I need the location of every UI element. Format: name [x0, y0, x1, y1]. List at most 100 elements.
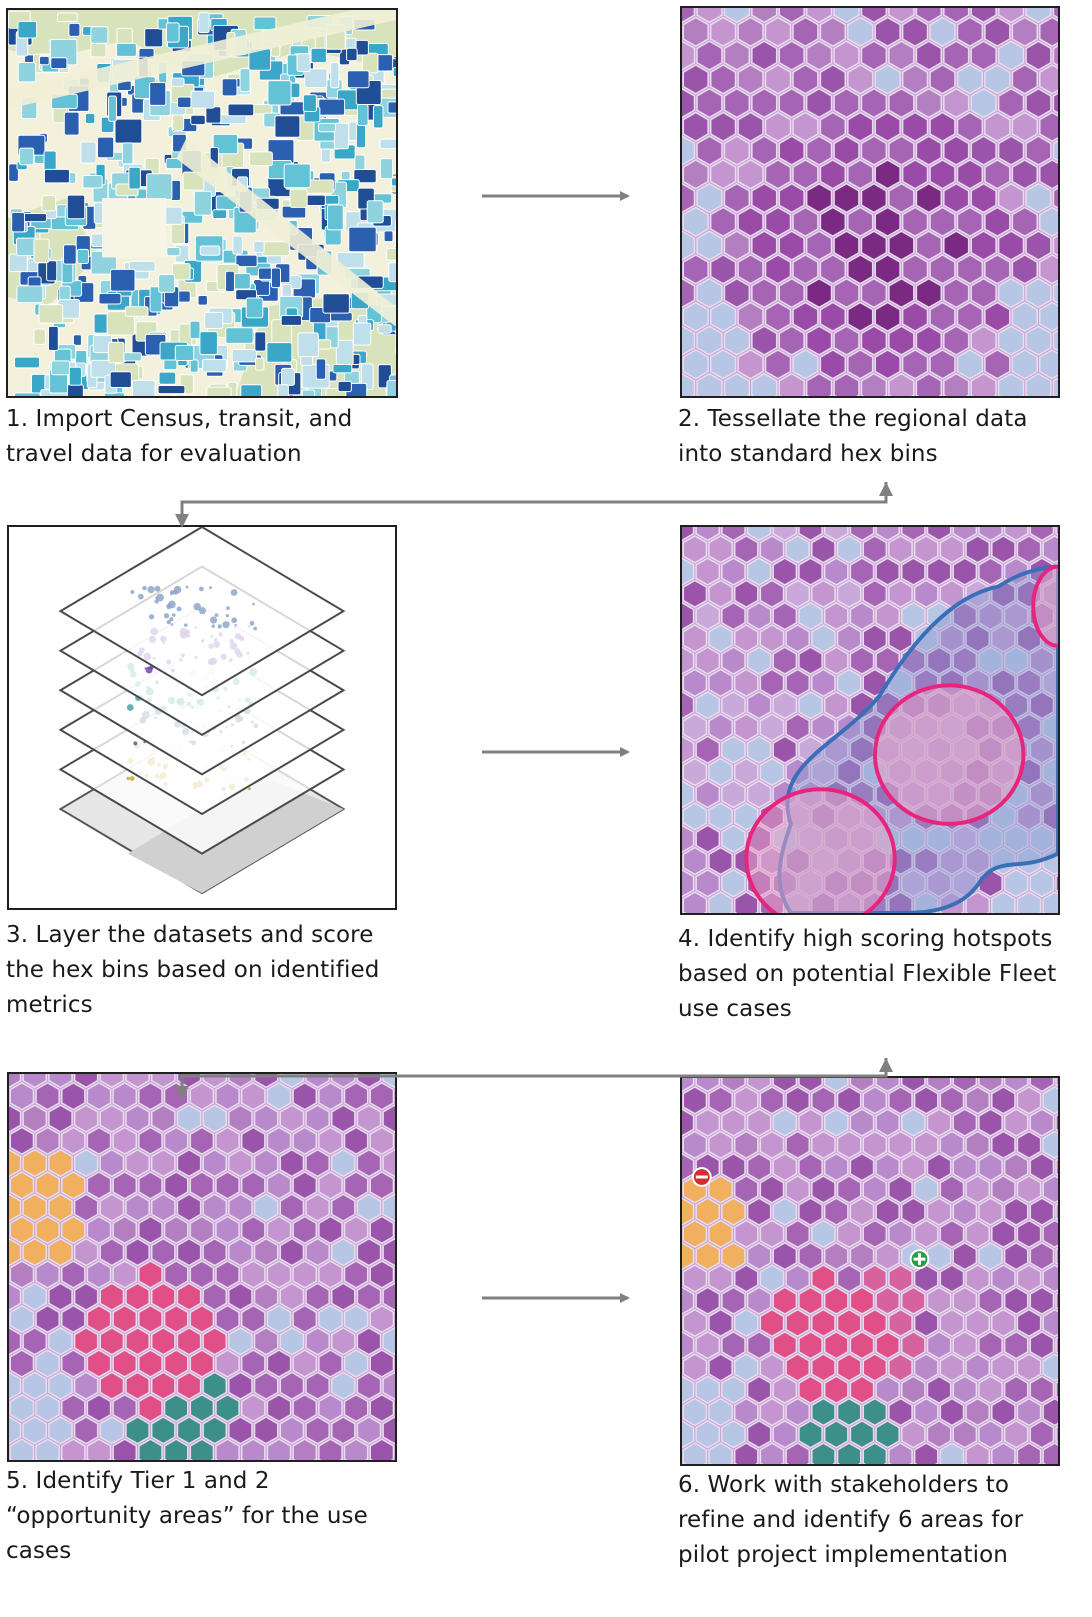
hex-bin	[819, 16, 847, 48]
hex-bin	[965, 535, 990, 564]
hex-bin	[970, 277, 997, 309]
hex-bin	[888, 230, 915, 261]
hex-bin	[682, 372, 696, 396]
hex-bin	[202, 1282, 227, 1311]
hex-bin	[35, 1304, 60, 1334]
hex-bin	[1029, 1375, 1055, 1404]
hex-bin	[984, 111, 1011, 143]
hex-bin	[682, 1264, 708, 1293]
hex-bin	[708, 713, 733, 742]
caption-line: cases	[6, 1538, 72, 1564]
hex-bin	[970, 87, 997, 119]
census-block	[84, 112, 96, 125]
hex-bin	[723, 135, 751, 166]
census-block	[165, 22, 180, 43]
hex-bin	[73, 1237, 99, 1267]
hex-bin	[176, 1148, 202, 1178]
hex-bin	[721, 735, 746, 764]
hex-bin	[997, 230, 1025, 261]
census-block	[366, 200, 384, 224]
hex-bin	[798, 527, 823, 542]
hex-bin	[682, 891, 708, 913]
hex-bin	[811, 713, 836, 742]
hex-bin	[939, 1219, 965, 1249]
hex-bin	[926, 869, 952, 898]
hex-bin	[682, 349, 709, 380]
hex-bin	[48, 1327, 73, 1356]
hex-bin	[1025, 8, 1052, 24]
hex-bin	[22, 1282, 48, 1311]
hex-bin	[823, 601, 849, 631]
hex-bin	[1039, 64, 1058, 95]
census-block	[158, 273, 176, 293]
hex-bin	[875, 1152, 900, 1182]
step-5-caption: 5. Identify Tier 1 and 2 “opportunity ar…	[6, 1464, 368, 1569]
census-block	[33, 328, 46, 345]
hex-bin	[798, 735, 823, 764]
hex-bin	[823, 1152, 849, 1182]
hex-bin-map	[682, 8, 1058, 396]
census-block	[254, 331, 267, 352]
hex-bin	[836, 757, 862, 787]
census-block	[267, 80, 292, 106]
hex-bin	[759, 579, 785, 609]
hex-bin	[772, 527, 798, 542]
hex-bin	[1003, 1152, 1029, 1182]
layer-feature	[222, 621, 230, 629]
hex-bin	[682, 735, 695, 764]
hex-bin	[888, 1397, 913, 1427]
hex-bin	[48, 1282, 73, 1311]
hex-bin	[1039, 301, 1058, 332]
hex-bin	[984, 159, 1011, 190]
hotspots-panel	[680, 525, 1060, 915]
layer-feature	[156, 593, 164, 602]
hex-bin	[1025, 40, 1052, 71]
hex-bin	[901, 1375, 926, 1404]
hex-bin	[1016, 1264, 1042, 1293]
hex-bin	[939, 1397, 965, 1427]
hex-bin	[73, 1148, 99, 1178]
layer-feature	[172, 613, 176, 617]
hex-bin	[253, 1327, 279, 1356]
hex-bin	[751, 277, 778, 309]
layer-feature	[129, 776, 135, 782]
hex-bin	[708, 668, 733, 698]
hex-bin	[926, 824, 952, 853]
hex-bin	[682, 1219, 708, 1249]
hex-bin	[695, 557, 721, 586]
hex-bin	[1042, 1219, 1058, 1249]
hex-bin	[22, 1193, 48, 1222]
hex-bin	[1011, 254, 1038, 285]
hex-bin	[682, 87, 696, 119]
hex-bin	[682, 535, 708, 564]
census-block	[281, 205, 307, 219]
hex-bin	[682, 1420, 695, 1449]
hex-bin	[682, 713, 708, 742]
hex-bin	[913, 846, 939, 876]
layer-feature	[126, 704, 134, 711]
hex-bin	[888, 1353, 913, 1382]
hex-bin	[1016, 1442, 1042, 1464]
hex-bin	[202, 1327, 227, 1356]
census-block	[121, 142, 134, 165]
hex-bin	[86, 1215, 112, 1245]
hex-bin	[721, 1152, 746, 1182]
hex-bin	[125, 1148, 150, 1178]
hex-bin	[888, 40, 915, 71]
hex-bin	[759, 1264, 785, 1293]
layer-feature	[154, 599, 159, 604]
hex-bin	[709, 206, 737, 237]
hex-bin	[733, 1308, 759, 1338]
hex-bin	[125, 1371, 150, 1400]
hex-bin	[888, 1442, 913, 1464]
hex-bin	[721, 1420, 746, 1449]
hex-bin	[695, 1197, 721, 1226]
hex-bin	[356, 1104, 382, 1133]
hex-bin	[901, 301, 929, 332]
hex-bin	[266, 1393, 292, 1423]
hex-bin	[792, 111, 819, 143]
hex-bin	[819, 301, 847, 332]
hex-bin	[943, 277, 970, 309]
hex-bin	[811, 1086, 836, 1115]
census-block	[14, 356, 41, 369]
